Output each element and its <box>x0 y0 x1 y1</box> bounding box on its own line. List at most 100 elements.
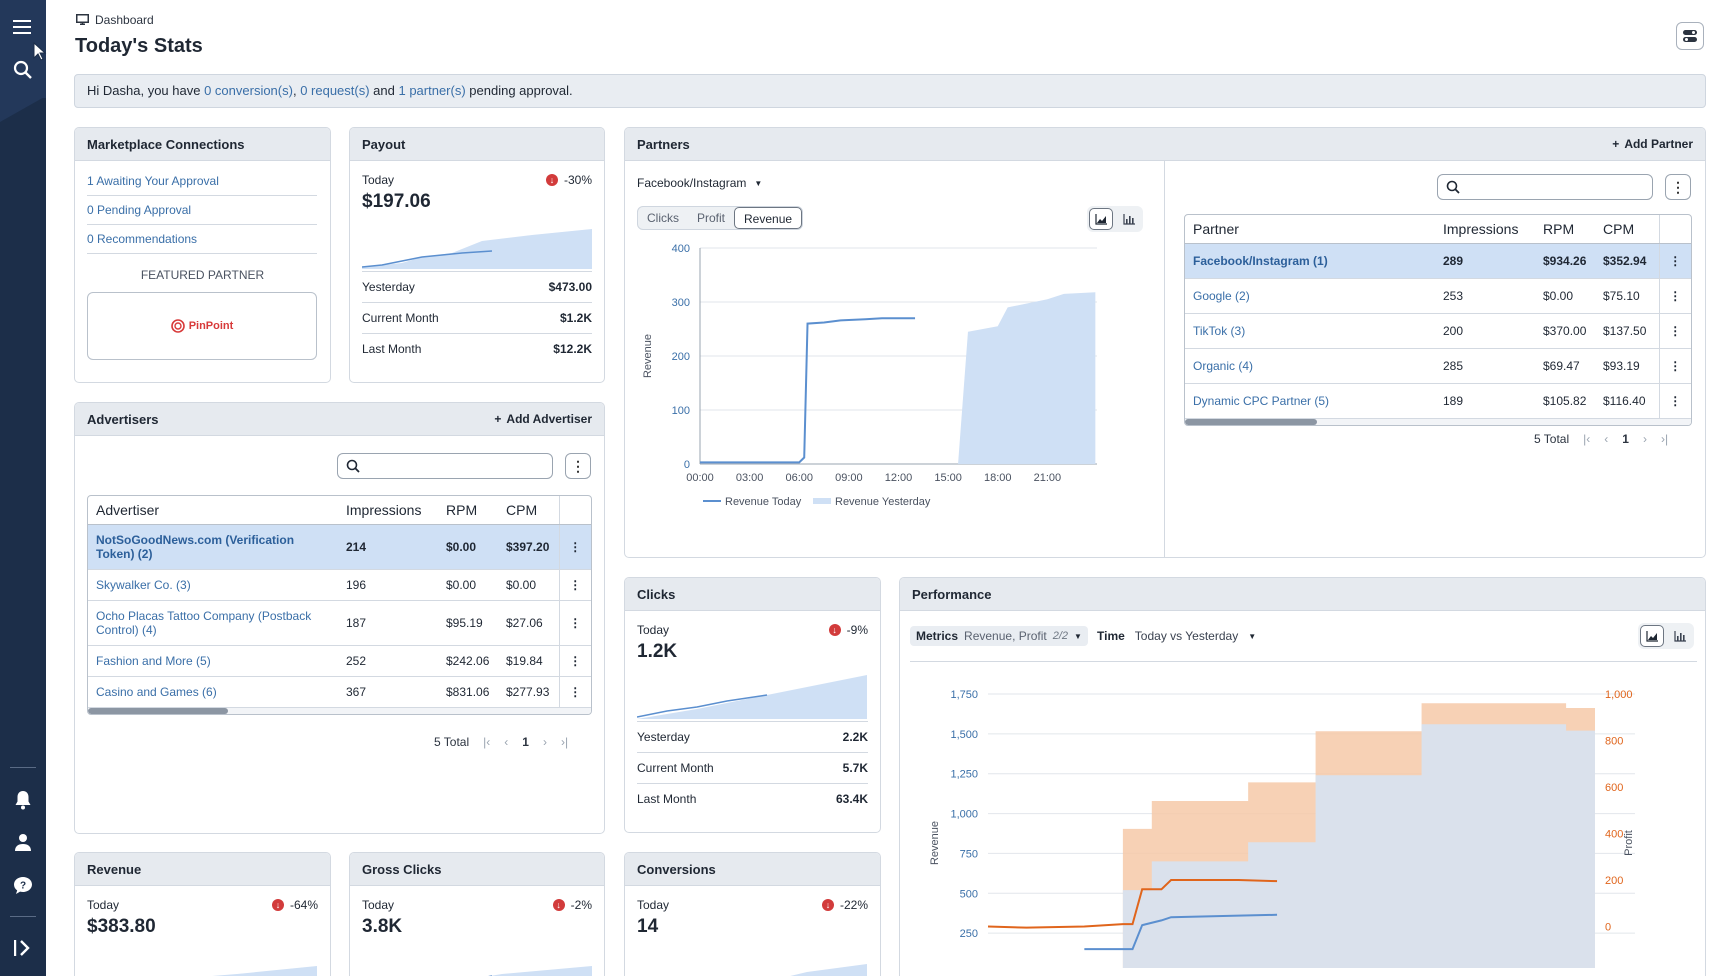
area-chart-icon[interactable] <box>1089 208 1113 230</box>
partner-search-input[interactable] <box>1437 174 1653 200</box>
conversions-card: Conversions Today ↓ -22% 14 <box>624 852 881 976</box>
row-menu-icon[interactable]: ⋮ <box>558 524 591 570</box>
expand-sidebar-icon[interactable] <box>11 936 35 960</box>
column-header[interactable]: CPM <box>498 496 559 525</box>
settings-toggle-button[interactable] <box>1676 22 1704 50</box>
table-row[interactable]: NotSoGoodNews.com (Verification Token) (… <box>88 524 591 570</box>
next-page-icon[interactable]: › <box>1642 432 1647 446</box>
advertiser-name[interactable]: Ocho Placas Tattoo Company (Postback Con… <box>88 600 338 646</box>
row-menu-icon[interactable]: ⋮ <box>558 600 591 646</box>
partners-revenue-chart: 0 100 200 300 400 00:00 03:00 06:00 09:00 12:00 15… <box>642 243 1097 508</box>
row-menu-icon[interactable]: ⋮ <box>1658 383 1691 419</box>
column-header[interactable]: RPM <box>1535 215 1595 244</box>
tab-revenue[interactable]: Revenue <box>734 207 803 229</box>
conversions-link[interactable]: 0 conversion(s) <box>204 83 293 98</box>
partner-name[interactable]: Organic (4) <box>1185 348 1435 384</box>
table-row[interactable]: Skywalker Co. (3) 196 $0.00 $0.00 ⋮ <box>88 569 591 601</box>
time-dropdown[interactable]: Time Today vs Yesterday ▼ <box>1097 629 1256 643</box>
conversions-sparkline <box>790 964 867 976</box>
search-icon[interactable] <box>11 58 35 82</box>
row-menu-icon[interactable]: ⋮ <box>1658 278 1691 314</box>
partner-options-button[interactable]: ⋮ <box>1665 174 1691 200</box>
row-menu-icon[interactable]: ⋮ <box>1658 348 1691 384</box>
partner-name[interactable]: Google (2) <box>1185 278 1435 314</box>
row-menu-icon[interactable]: ⋮ <box>1658 313 1691 349</box>
row-menu-icon[interactable]: ⋮ <box>558 569 591 601</box>
spark-today-line <box>362 250 493 268</box>
advertiser-name[interactable]: NotSoGoodNews.com (Verification Token) (… <box>88 524 338 570</box>
current-page[interactable]: 1 <box>522 735 529 749</box>
metrics-dropdown[interactable]: Metrics Revenue, Profit 2/2 ▼ <box>910 626 1088 646</box>
table-row[interactable]: Google (2) 253 $0.00 $75.10 ⋮ <box>1185 278 1691 314</box>
cpm-cell: $0.00 <box>498 569 559 601</box>
bar-chart-icon[interactable] <box>1117 208 1141 230</box>
table-row[interactable]: Ocho Placas Tattoo Company (Postback Con… <box>88 600 591 646</box>
area-chart-icon[interactable] <box>1640 625 1664 647</box>
scrollbar-thumb[interactable] <box>88 708 228 714</box>
partner-name[interactable]: Dynamic CPC Partner (5) <box>1185 383 1435 419</box>
first-page-icon[interactable]: |‹ <box>483 735 491 749</box>
add-partner-button[interactable]: + Add Partner <box>1612 137 1693 151</box>
y-left-tick-label: 1,250 <box>950 769 978 781</box>
horizontal-scrollbar[interactable] <box>1185 419 1691 425</box>
table-row[interactable]: Facebook/Instagram (1) 289 $934.26 $352.… <box>1185 243 1691 279</box>
row-menu-icon[interactable]: ⋮ <box>558 676 591 708</box>
advertiser-options-button[interactable]: ⋮ <box>565 453 591 479</box>
add-advertiser-button[interactable]: + Add Advertiser <box>494 412 592 426</box>
bell-icon[interactable] <box>11 788 35 812</box>
bar-chart-icon[interactable] <box>1668 625 1692 647</box>
tab-profit[interactable]: Profit <box>697 211 726 225</box>
table-row[interactable]: Organic (4) 285 $69.47 $93.19 ⋮ <box>1185 348 1691 384</box>
metric-tabs: Clicks Profit Revenue <box>637 206 804 230</box>
y-left-axis-label: Revenue <box>929 821 941 865</box>
last-page-icon[interactable]: ›| <box>560 735 569 749</box>
advertiser-name[interactable]: Casino and Games (6) <box>88 676 338 708</box>
arrow-down-icon: ↓ <box>545 174 558 186</box>
cpm-cell: $116.40 <box>1595 383 1659 419</box>
column-header[interactable]: Impressions <box>338 496 438 525</box>
partner-selector[interactable]: Facebook/Instagram ▼ <box>637 176 762 190</box>
partner-name[interactable]: Facebook/Instagram (1) <box>1185 243 1435 279</box>
actions-column-header <box>558 496 591 525</box>
advertiser-name[interactable]: Skywalker Co. (3) <box>88 569 338 601</box>
table-row[interactable]: Dynamic CPC Partner (5) 189 $105.82 $116… <box>1185 383 1691 419</box>
column-header[interactable]: Advertiser <box>88 496 338 525</box>
requests-link[interactable]: 0 request(s) <box>300 83 370 98</box>
table-row[interactable]: Casino and Games (6) 367 $831.06 $277.93… <box>88 676 591 708</box>
y-left-tick-label: 750 <box>960 848 978 860</box>
menu-icon[interactable] <box>11 15 35 39</box>
user-icon[interactable] <box>11 830 35 854</box>
gross-clicks-card: Gross Clicks Today ↓ -2% 3.8K <box>349 852 605 976</box>
change-value: -64% <box>289 898 318 912</box>
tab-clicks[interactable]: Clicks <box>647 211 679 225</box>
row-menu-icon[interactable]: ⋮ <box>1658 243 1691 279</box>
first-page-icon[interactable]: |‹ <box>1583 432 1591 446</box>
scrollbar-thumb[interactable] <box>1185 419 1317 425</box>
featured-partner-card[interactable]: PinPoint <box>87 292 317 360</box>
advertiser-search-input[interactable] <box>337 453 553 479</box>
pending-approval-link[interactable]: 0 Pending Approval <box>87 196 317 225</box>
recommendations-link[interactable]: 0 Recommendations <box>87 225 317 254</box>
last-page-icon[interactable]: ›| <box>1660 432 1669 446</box>
partner-name[interactable]: TikTok (3) <box>1185 313 1435 349</box>
legend-label: Revenue Today <box>725 496 802 508</box>
next-page-icon[interactable]: › <box>542 735 547 749</box>
column-header[interactable]: Impressions <box>1435 215 1535 244</box>
payout-sparkline <box>362 229 592 269</box>
table-row[interactable]: TikTok (3) 200 $370.00 $137.50 ⋮ <box>1185 313 1691 349</box>
breadcrumb[interactable]: Dashboard <box>76 13 154 27</box>
column-header[interactable]: Partner <box>1185 215 1435 244</box>
advertiser-name[interactable]: Fashion and More (5) <box>88 645 338 677</box>
awaiting-approval-link[interactable]: 1 Awaiting Your Approval <box>87 167 317 196</box>
partners-link[interactable]: 1 partner(s) <box>398 83 466 98</box>
column-header[interactable]: RPM <box>438 496 498 525</box>
help-icon[interactable]: ? <box>11 874 35 898</box>
prev-page-icon[interactable]: ‹ <box>1604 432 1609 446</box>
y-right-tick-label: 0 <box>1605 922 1611 934</box>
column-header[interactable]: CPM <box>1595 215 1659 244</box>
table-row[interactable]: Fashion and More (5) 252 $242.06 $19.84 … <box>88 645 591 677</box>
horizontal-scrollbar[interactable] <box>88 708 591 714</box>
prev-page-icon[interactable]: ‹ <box>504 735 509 749</box>
current-page[interactable]: 1 <box>1622 432 1629 446</box>
row-menu-icon[interactable]: ⋮ <box>558 645 591 677</box>
